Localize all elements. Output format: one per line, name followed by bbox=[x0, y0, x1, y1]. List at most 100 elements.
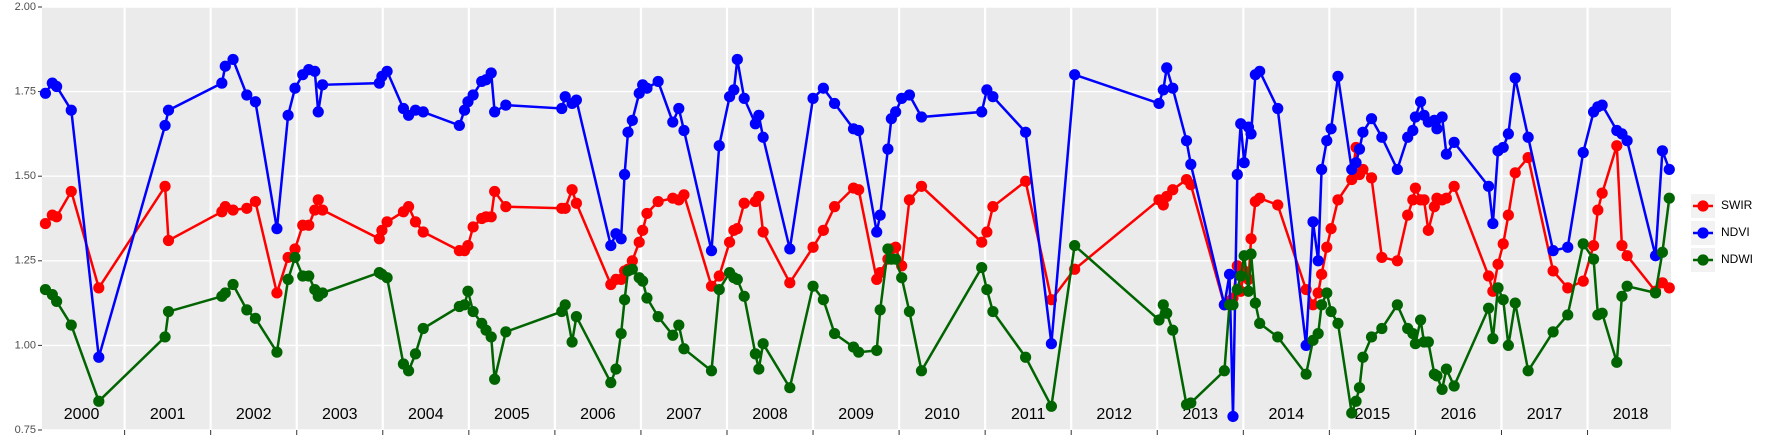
data-point bbox=[641, 82, 653, 94]
data-point bbox=[1407, 124, 1419, 137]
data-point bbox=[1509, 297, 1521, 309]
data-point bbox=[162, 305, 175, 318]
year-label: 2004 bbox=[408, 406, 444, 423]
data-point bbox=[890, 253, 902, 265]
data-point bbox=[903, 305, 916, 318]
data-point bbox=[1440, 192, 1452, 204]
data-point bbox=[667, 329, 679, 341]
data-point bbox=[615, 327, 627, 340]
data-point bbox=[1522, 131, 1534, 143]
data-point bbox=[1272, 199, 1284, 211]
data-point bbox=[1418, 194, 1430, 206]
data-point bbox=[1227, 410, 1239, 423]
data-point bbox=[1656, 145, 1668, 157]
data-point bbox=[757, 131, 769, 143]
data-point bbox=[757, 338, 769, 350]
data-point bbox=[65, 185, 77, 198]
data-point bbox=[641, 292, 653, 304]
data-point bbox=[1167, 184, 1179, 196]
data-point bbox=[566, 336, 578, 348]
data-point bbox=[976, 261, 988, 274]
data-point bbox=[1231, 283, 1243, 296]
data-point bbox=[641, 207, 653, 220]
data-point bbox=[705, 245, 718, 257]
data-point bbox=[570, 94, 582, 106]
data-point bbox=[915, 365, 928, 377]
year-label: 2003 bbox=[322, 406, 358, 423]
data-point bbox=[723, 236, 736, 248]
data-point bbox=[485, 331, 497, 343]
data-point bbox=[1235, 270, 1247, 282]
data-point bbox=[678, 189, 690, 201]
data-point bbox=[713, 140, 725, 152]
data-point bbox=[874, 304, 886, 316]
data-point bbox=[896, 272, 908, 284]
data-point bbox=[500, 201, 512, 213]
year-label: 2016 bbox=[1441, 406, 1477, 423]
data-point bbox=[678, 124, 690, 137]
data-point bbox=[271, 287, 283, 299]
data-point bbox=[1547, 265, 1559, 277]
data-point bbox=[817, 294, 829, 306]
year-label: 2000 bbox=[64, 406, 100, 423]
data-point bbox=[618, 294, 631, 306]
data-point bbox=[1376, 322, 1388, 335]
data-point bbox=[312, 194, 324, 206]
y-tick-label: 1.00 bbox=[15, 339, 36, 351]
year-label: 2002 bbox=[236, 406, 272, 423]
data-point bbox=[622, 126, 634, 138]
data-point bbox=[227, 278, 239, 291]
data-point bbox=[1562, 282, 1574, 294]
data-point bbox=[667, 116, 679, 128]
data-point bbox=[216, 77, 228, 89]
data-point bbox=[1431, 370, 1443, 382]
year-label: 2018 bbox=[1613, 406, 1649, 423]
data-point bbox=[1596, 187, 1608, 199]
data-point bbox=[1300, 368, 1312, 380]
data-point bbox=[559, 91, 571, 103]
year-label: 2011 bbox=[1011, 406, 1046, 423]
year-label: 2014 bbox=[1269, 406, 1305, 423]
data-point bbox=[93, 351, 105, 363]
data-point bbox=[1616, 239, 1628, 252]
data-point bbox=[738, 197, 750, 209]
data-point bbox=[753, 109, 765, 121]
year-label: 2015 bbox=[1355, 406, 1391, 423]
data-point bbox=[1312, 287, 1324, 299]
data-point bbox=[1502, 339, 1514, 351]
data-point bbox=[1312, 255, 1324, 267]
data-point bbox=[1245, 248, 1257, 260]
data-point bbox=[1167, 82, 1179, 94]
data-point bbox=[1407, 327, 1419, 340]
data-point bbox=[1409, 111, 1422, 123]
data-point bbox=[1157, 299, 1169, 311]
data-point bbox=[271, 223, 283, 235]
data-point bbox=[462, 285, 474, 297]
data-point bbox=[903, 89, 916, 101]
data-point bbox=[453, 119, 465, 132]
data-point bbox=[1357, 351, 1369, 363]
data-point bbox=[1497, 294, 1509, 306]
data-point bbox=[467, 89, 479, 101]
data-point bbox=[1321, 287, 1333, 299]
data-point bbox=[559, 299, 571, 311]
data-point bbox=[289, 82, 301, 94]
data-point bbox=[1407, 194, 1419, 206]
data-point bbox=[1502, 128, 1514, 140]
data-point bbox=[303, 219, 315, 231]
data-point bbox=[874, 267, 886, 279]
data-point bbox=[1045, 400, 1058, 412]
data-point bbox=[39, 217, 52, 230]
data-point bbox=[1428, 201, 1440, 213]
data-point bbox=[467, 305, 479, 318]
data-point bbox=[1325, 223, 1337, 235]
data-point bbox=[1332, 317, 1344, 330]
data-point bbox=[1402, 209, 1414, 221]
data-point bbox=[1350, 395, 1362, 407]
data-point bbox=[853, 184, 865, 196]
data-point bbox=[489, 106, 501, 118]
data-point bbox=[610, 363, 622, 375]
data-point bbox=[1365, 172, 1378, 184]
year-label: 2012 bbox=[1096, 406, 1132, 423]
data-point bbox=[1482, 180, 1495, 192]
